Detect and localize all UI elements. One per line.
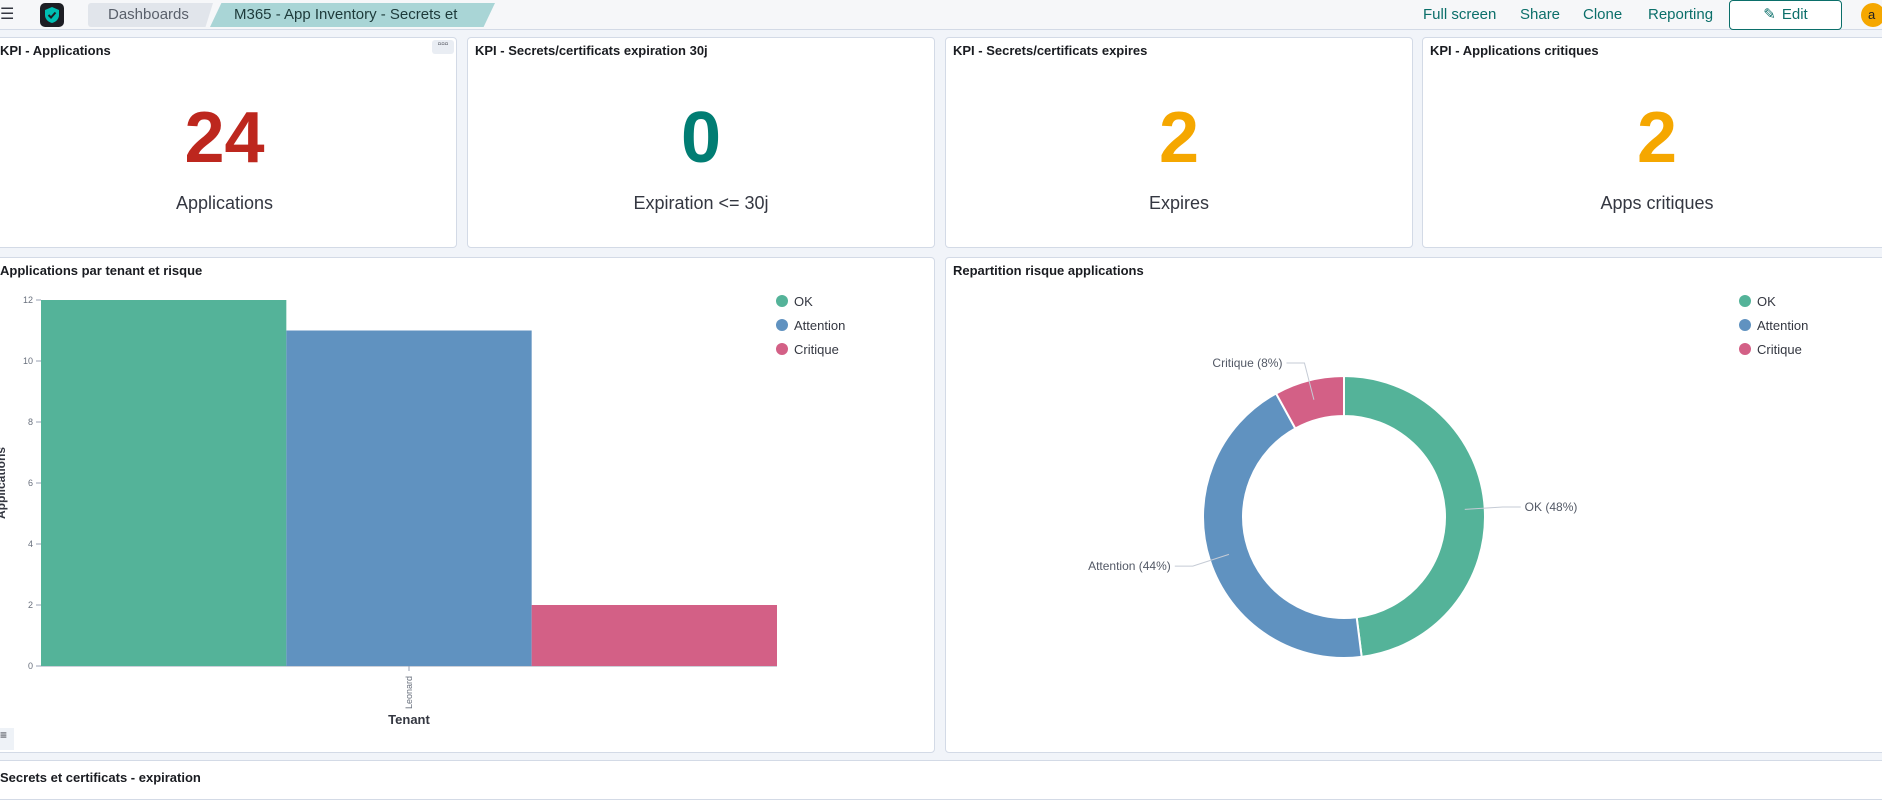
legend-label: Attention [794, 318, 846, 333]
bar-ok[interactable] [41, 300, 287, 666]
legend-item-ok[interactable]: OK [1739, 290, 1808, 314]
menu-icon[interactable]: ☰ [0, 6, 15, 23]
kpi-value: 24 [184, 98, 265, 178]
slice-label: Attention (44%) [1088, 559, 1171, 573]
panel-title: Applications par tenant et risque [0, 263, 203, 278]
top-navigation-bar: ☰ Dashboards M365 - App Inventory - Secr… [0, 0, 1882, 30]
panel-title: KPI - Applications [0, 43, 111, 58]
legend-label: Critique [794, 342, 839, 357]
slice-label: OK (48%) [1525, 500, 1578, 514]
slice-leader-line [1174, 553, 1230, 567]
kpi-panel-expiration-30j: KPI - Secrets/certificats expiration 30j… [467, 37, 935, 248]
panel-title: KPI - Applications critiques [1430, 43, 1599, 58]
legend-item-critique[interactable]: Critique [1739, 338, 1808, 362]
kpi-panel-expires: KPI - Secrets/certificats expires 2 Expi… [945, 37, 1413, 248]
edit-button-label: Edit [1781, 6, 1808, 23]
legend-item-attention[interactable]: Attention [1739, 314, 1808, 338]
x-tick-label: Leonard [404, 676, 414, 709]
kpi-value: 2 [1158, 98, 1200, 178]
donut-chart: OK (48%) Attention (44%) Critique (8%) [1088, 356, 1578, 659]
donut-chart-panel: Repartition risque applications OK (48%)… [945, 257, 1882, 753]
legend-item-critique[interactable]: Critique [776, 338, 845, 362]
panel-title: KPI - Secrets/certificats expires [953, 43, 1148, 58]
secrets-expiration-panel: Secrets et certificats - expiration [0, 760, 1882, 800]
legend-toggle-icon[interactable]: ≡ [0, 728, 14, 750]
donut-slice-critique[interactable] [1274, 374, 1345, 430]
x-axis-title: Tenant [388, 712, 430, 727]
kpi-value: 2 [1636, 98, 1678, 178]
kpi-label: Applications [175, 193, 274, 213]
user-avatar[interactable]: a [1861, 3, 1882, 27]
app-logo[interactable] [40, 3, 64, 27]
slice-label: Critique (8%) [1212, 356, 1282, 370]
reporting-link[interactable]: Reporting [1648, 6, 1714, 23]
legend-item-attention[interactable]: Attention [776, 314, 845, 338]
kpi-label: Apps critiques [1600, 193, 1714, 213]
bar-attention[interactable] [286, 330, 532, 667]
legend-label: OK [1757, 294, 1776, 309]
kpi-panel-applications: KPI - Applications ▫▫▫ 24 Applications [0, 37, 457, 248]
legend-label: OK [794, 294, 813, 309]
y-tick-label: 12 [23, 295, 33, 305]
panel-title: Secrets et certificats - expiration [0, 770, 201, 785]
clone-link[interactable]: Clone [1583, 6, 1623, 23]
slice-leader-line [1464, 506, 1521, 510]
edit-button[interactable]: ✎ Edit [1729, 0, 1842, 30]
panel-title: Repartition risque applications [953, 263, 1144, 278]
legend-label: Attention [1757, 318, 1809, 333]
y-axis-title: Applications [0, 447, 8, 519]
kpi-panel-apps-critiques: KPI - Applications critiques 2 Apps crit… [1422, 37, 1882, 248]
legend-item-ok[interactable]: OK [776, 290, 845, 314]
legend-dot [1739, 295, 1751, 307]
legend-dot [1739, 319, 1751, 331]
donut-chart-legend: OK Attention Critique [1739, 290, 1808, 362]
y-tick-label: 8 [28, 417, 33, 427]
fullscreen-link[interactable]: Full screen [1423, 6, 1497, 23]
bar-chart-legend: OK Attention Critique [776, 290, 845, 362]
shield-check-icon [45, 7, 59, 23]
legend-dot [776, 319, 788, 331]
y-tick-label: 4 [28, 539, 33, 549]
y-tick-label: 2 [28, 600, 33, 610]
y-tick-label: 0 [28, 661, 33, 671]
kpi-value: 0 [680, 98, 722, 178]
legend-label: Critique [1757, 342, 1802, 357]
slice-leader-line [1286, 362, 1315, 400]
legend-dot [1739, 343, 1751, 355]
legend-dot [776, 295, 788, 307]
kpi-label: Expires [1148, 193, 1210, 213]
donut-slice-attention[interactable] [1202, 392, 1363, 659]
breadcrumb-current-dashboard: M365 - App Inventory - Secrets et API [210, 3, 495, 27]
legend-dot [776, 343, 788, 355]
bar-critique[interactable] [531, 605, 777, 666]
y-tick-label: 6 [28, 478, 33, 488]
share-link[interactable]: Share [1520, 6, 1561, 23]
bar-chart: 0 2 4 6 8 10 12 Leonard Tenant Applications [0, 295, 777, 727]
bar-chart-panel: Applications par tenant et risque 0 2 4 6 8 1… [0, 257, 935, 753]
panel-options-icon[interactable]: ▫▫▫ [432, 40, 454, 54]
donut-slice-ok[interactable] [1343, 374, 1486, 659]
panel-title: KPI - Secrets/certificats expiration 30j [475, 43, 708, 58]
breadcrumb-dashboards[interactable]: Dashboards [88, 3, 213, 27]
pencil-icon: ✎ [1763, 6, 1776, 23]
kpi-label: Expiration <= 30j [633, 193, 769, 213]
y-tick-label: 10 [23, 356, 33, 366]
